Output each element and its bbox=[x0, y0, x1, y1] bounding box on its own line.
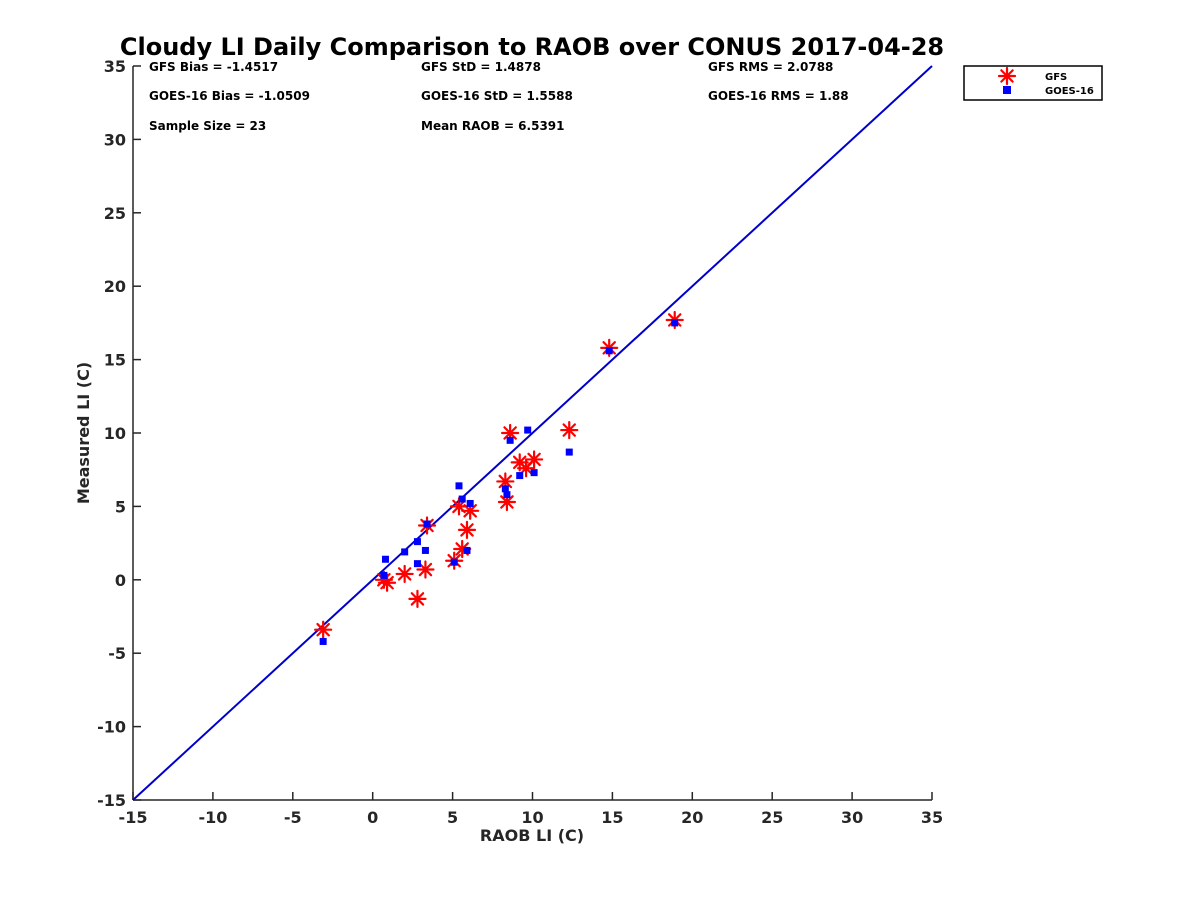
x-tick-label: 15 bbox=[601, 808, 623, 827]
goes-16-point bbox=[506, 436, 514, 444]
x-tick-label: 20 bbox=[681, 808, 703, 827]
legend-goes-16-marker bbox=[1003, 86, 1011, 94]
y-tick-label: 25 bbox=[104, 204, 126, 223]
x-tick-label: 5 bbox=[447, 808, 458, 827]
goes-16-point bbox=[423, 520, 431, 528]
y-tick-label: 30 bbox=[104, 130, 126, 149]
x-tick-label: 30 bbox=[841, 808, 863, 827]
stat-annotation: GOES-16 Bias = -1.0509 bbox=[149, 89, 310, 103]
goes-16-point bbox=[381, 555, 389, 563]
y-tick-label: 15 bbox=[104, 351, 126, 370]
gfs-point bbox=[314, 620, 333, 639]
one-to-one-line bbox=[132, 65, 933, 801]
x-axis-ticks: -15 -10 -5 0 5 10 15 20 25 30 35 bbox=[119, 792, 943, 827]
stat-annotation: Sample Size = 23 bbox=[149, 119, 266, 133]
x-tick-label: 10 bbox=[521, 808, 543, 827]
statistics-annotations: GFS Bias = -1.4517 GFS StD = 1.4878 GFS RM… bbox=[149, 60, 849, 133]
y-tick-label: 35 bbox=[104, 57, 126, 76]
goes-16-point bbox=[565, 448, 573, 456]
legend-gfs-marker bbox=[997, 66, 1017, 86]
legend-asterisk bbox=[997, 66, 1017, 86]
goes-16-point bbox=[319, 637, 327, 645]
goes-16-point bbox=[466, 499, 474, 507]
stat-annotation: GFS Bias = -1.4517 bbox=[149, 60, 278, 74]
y-tick-label: 0 bbox=[115, 571, 126, 590]
gfs-point bbox=[560, 420, 579, 440]
goes-16-point bbox=[463, 546, 471, 554]
stat-annotation: GFS RMS = 2.0788 bbox=[708, 60, 833, 74]
gfs-point bbox=[416, 560, 435, 579]
goes-16-point bbox=[421, 546, 429, 554]
legend: GFS GOES-16 bbox=[963, 65, 1103, 101]
legend-gfs-label: GFS bbox=[1045, 72, 1067, 83]
goes-16-point bbox=[524, 426, 532, 434]
goes-16-point bbox=[413, 560, 421, 568]
goes-16-point bbox=[671, 319, 679, 327]
stat-annotation: GOES-16 StD = 1.5588 bbox=[421, 89, 573, 103]
goes-16-point bbox=[413, 538, 421, 546]
x-tick-label: -5 bbox=[284, 808, 302, 827]
y-tick-label: 5 bbox=[115, 497, 126, 516]
gfs-point bbox=[524, 450, 544, 469]
x-tick-label: -15 bbox=[119, 808, 148, 827]
goes-16-point bbox=[455, 482, 463, 490]
goes-16-point bbox=[450, 558, 458, 566]
goes-16-point bbox=[458, 495, 466, 503]
stat-annotation: Mean RAOB = 6.5391 bbox=[421, 119, 565, 133]
stat-annotation: GFS StD = 1.4878 bbox=[421, 60, 541, 74]
goes-16-point bbox=[401, 548, 409, 556]
gfs-point bbox=[496, 472, 515, 491]
y-tick-label: 10 bbox=[104, 424, 126, 443]
y-tick-label: -10 bbox=[97, 718, 126, 737]
y-axis-label: Measured LI (C) bbox=[74, 362, 93, 504]
goes-16-point bbox=[503, 491, 511, 499]
gfs-point bbox=[395, 564, 414, 584]
goes-16-point bbox=[501, 485, 509, 493]
goes-16-point bbox=[380, 571, 388, 579]
x-tick-label: -10 bbox=[198, 808, 227, 827]
stat-annotation: GOES-16 RMS = 1.88 bbox=[708, 89, 849, 103]
x-axis-label: RAOB LI (C) bbox=[480, 826, 584, 845]
legend-goes-16-label: GOES-16 bbox=[1045, 86, 1094, 97]
chart-title: Cloudy LI Daily Comparison to RAOB over … bbox=[120, 33, 944, 61]
goes-16-point bbox=[530, 469, 538, 477]
y-tick-label: -5 bbox=[108, 644, 126, 663]
goes-16-point bbox=[605, 347, 613, 355]
y-axis-ticks: -15 -10 -5 0 5 10 15 20 25 30 35 bbox=[97, 57, 141, 810]
legend-box bbox=[963, 65, 1103, 101]
series-goes-16 bbox=[319, 319, 679, 645]
y-tick-label: -15 bbox=[97, 791, 126, 810]
gfs-point bbox=[457, 520, 477, 539]
x-tick-label: 0 bbox=[367, 808, 378, 827]
x-tick-label: 35 bbox=[921, 808, 943, 827]
y-tick-label: 20 bbox=[104, 277, 126, 296]
goes-16-point bbox=[516, 472, 524, 480]
gfs-point bbox=[408, 589, 427, 608]
x-tick-label: 25 bbox=[761, 808, 783, 827]
